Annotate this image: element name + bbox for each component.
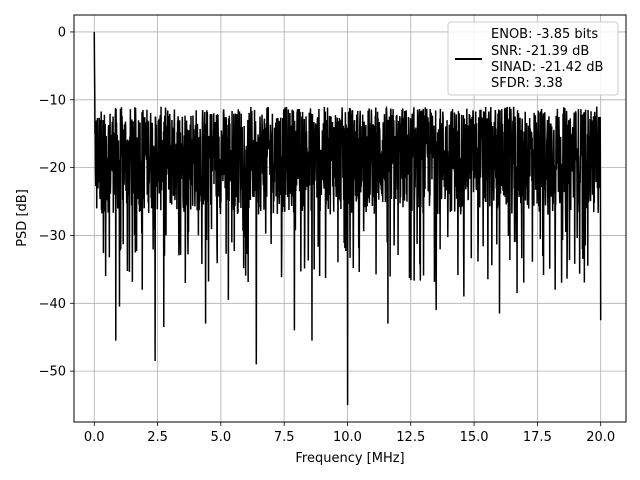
- x-tick-label: 7.5: [274, 430, 295, 445]
- y-axis-label: PSD [dB]: [15, 189, 30, 247]
- y-tick-label: −30: [39, 229, 66, 244]
- plot-frame: [73, 14, 627, 423]
- x-tick-label: 12.5: [396, 430, 425, 445]
- legend-snr: SNR: -21.39 dB: [491, 44, 589, 59]
- psd-series-line: [93, 31, 602, 406]
- legend: ENOB: -3.85 bits SNR: -21.39 dB SINAD: -…: [447, 21, 619, 96]
- x-tick-label: 20.0: [586, 430, 615, 445]
- y-tick-label: 0: [58, 25, 66, 40]
- legend-enob: ENOB: -3.85 bits: [491, 27, 598, 42]
- x-axis: 0.0 2.5 5.0 7.5 10.0 12.5 15.0 17.5 20.0: [84, 422, 615, 445]
- legend-sinad: SINAD: -21.42 dB: [491, 60, 603, 75]
- x-axis-label: Frequency [MHz]: [295, 451, 404, 466]
- y-tick-label: −20: [39, 161, 66, 176]
- y-tick-label: −10: [39, 93, 66, 108]
- legend-box: [447, 21, 619, 96]
- x-tick-label: 5.0: [211, 430, 232, 445]
- x-tick-label: 0.0: [84, 430, 105, 445]
- x-tick-label: 2.5: [147, 430, 168, 445]
- x-tick-label: 17.5: [523, 430, 552, 445]
- x-tick-label: 15.0: [460, 430, 489, 445]
- x-tick-label: 10.0: [333, 430, 362, 445]
- series-layer: [93, 31, 602, 406]
- y-axis: 0 −10 −20 −30 −40 −50: [39, 25, 74, 380]
- y-tick-label: −50: [39, 365, 66, 380]
- legend-sfdr: SFDR: 3.38: [491, 76, 563, 91]
- y-tick-label: −40: [39, 297, 66, 312]
